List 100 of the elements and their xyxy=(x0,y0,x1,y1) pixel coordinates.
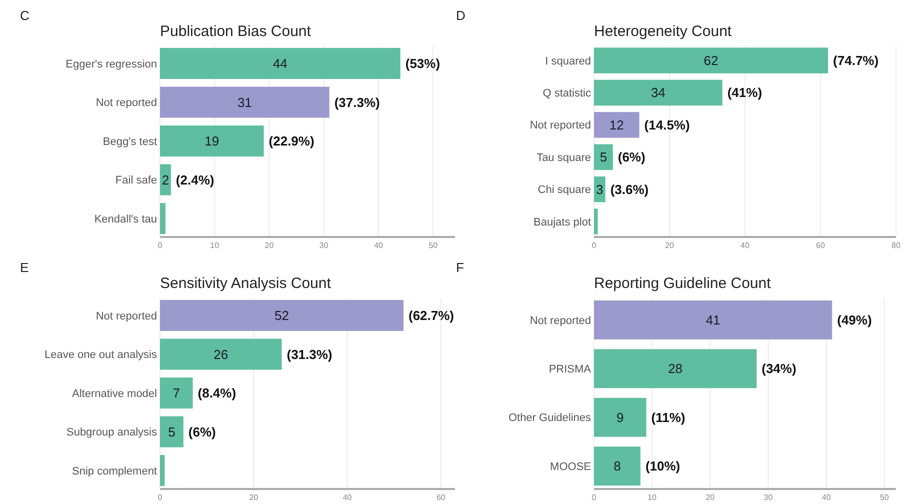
bar xyxy=(594,144,613,170)
annotation: (3.6%) xyxy=(610,182,649,197)
annotation: (37.3%) xyxy=(334,94,380,110)
x-tick-label: 50 xyxy=(428,241,438,250)
bar xyxy=(160,48,400,79)
annotation: (34%) xyxy=(762,361,796,376)
x-tick-label: 40 xyxy=(740,241,750,250)
data-label: 8 xyxy=(614,458,621,474)
text: F xyxy=(456,260,464,275)
y-tick-label: Not reported xyxy=(530,314,591,327)
y-tick-label: I squared xyxy=(545,55,591,68)
text: E xyxy=(20,260,29,275)
x-tick-label: 50 xyxy=(880,493,890,502)
x-tick-label: 40 xyxy=(822,493,832,502)
annotation: (10%) xyxy=(645,458,680,474)
y-tick-label: Fail safe xyxy=(115,174,157,187)
data-label: 28 xyxy=(668,361,683,376)
x-tick-label: 20 xyxy=(706,493,716,502)
x-tick-label: 80 xyxy=(892,241,901,250)
bar xyxy=(160,416,184,448)
data-label: 5 xyxy=(600,150,608,165)
annotation: (6%) xyxy=(618,150,646,165)
bar xyxy=(160,86,330,118)
data-label: 44 xyxy=(272,56,288,71)
text: C xyxy=(20,8,30,23)
data-label: 3 xyxy=(596,182,604,197)
annotation: (22.9%) xyxy=(268,134,314,149)
annotation: (41%) xyxy=(727,85,762,100)
data-label: 5 xyxy=(168,424,176,440)
x-tick-label: 20 xyxy=(665,241,674,250)
x-tick-label: 40 xyxy=(374,241,384,250)
data-label: 12 xyxy=(609,117,624,132)
bar xyxy=(594,208,598,234)
y-tick-label: Other Guidelines xyxy=(508,412,592,424)
chart-title: Reporting Guideline Count xyxy=(594,275,772,292)
x-tick-label: 20 xyxy=(264,241,274,250)
y-tick-label: Not reported xyxy=(96,97,157,110)
x-tick-label: 0 xyxy=(158,241,163,250)
x-tick-label: 30 xyxy=(319,241,329,250)
x-tick-label: 60 xyxy=(816,241,826,250)
y-tick-label: Snip complement xyxy=(72,465,157,478)
bar xyxy=(594,398,646,437)
annotation: (6%) xyxy=(188,424,216,440)
y-tick-label: PRISMA xyxy=(548,363,592,376)
x-tick-label: 10 xyxy=(210,241,220,250)
bar xyxy=(160,338,282,370)
bar xyxy=(594,300,832,340)
y-tick-label: Q statistic xyxy=(542,88,592,100)
bar xyxy=(160,125,264,157)
bar xyxy=(594,446,640,486)
y-tick-label: Leave one out analysis xyxy=(44,349,158,362)
data-label: 34 xyxy=(650,85,666,100)
data-label: 26 xyxy=(214,346,228,362)
data-label: 9 xyxy=(616,410,624,425)
bar xyxy=(160,300,404,331)
chart-title: Publication Bias Count xyxy=(160,23,312,40)
bar xyxy=(594,112,640,138)
y-tick-label: Subgroup analysis xyxy=(66,426,158,439)
y-tick-label: Chi square xyxy=(538,184,591,196)
y-tick-label: Egger's regression xyxy=(66,58,157,70)
data-label: 62 xyxy=(704,53,718,68)
annotation: (31.3%) xyxy=(286,346,332,362)
annotation: (14.5%) xyxy=(644,117,690,132)
annotation: (74.7%) xyxy=(833,53,879,68)
y-tick-label: Not reported xyxy=(530,120,591,132)
bar xyxy=(160,164,171,196)
chart-title: Sensitivity Analysis Count xyxy=(160,275,332,292)
data-label: 52 xyxy=(274,308,289,323)
annotation: (8.4%) xyxy=(198,386,236,401)
y-tick-label: MOOSE xyxy=(550,460,591,473)
y-tick-label: Baujats plot xyxy=(534,216,591,228)
text: D xyxy=(456,8,466,23)
bar xyxy=(594,80,722,106)
data-label: 31 xyxy=(237,94,252,110)
y-tick-label: Kendall's tau xyxy=(94,213,157,226)
x-tick-label: 30 xyxy=(764,493,774,502)
annotation: (49%) xyxy=(837,312,872,328)
bar xyxy=(160,377,193,409)
y-tick-label: Tau square xyxy=(536,152,591,164)
x-tick-label: 20 xyxy=(249,493,259,502)
data-label: 41 xyxy=(706,312,720,328)
y-tick-label: Begg's test xyxy=(102,136,157,148)
x-tick-label: 10 xyxy=(648,493,658,502)
bar xyxy=(594,48,828,74)
data-label: 2 xyxy=(162,172,170,188)
x-tick-label: 0 xyxy=(592,493,597,502)
annotation: (62.7%) xyxy=(408,308,454,323)
bar xyxy=(160,455,165,486)
annotation: (2.4%) xyxy=(176,172,214,188)
x-tick-label: 60 xyxy=(436,493,446,502)
annotation: (53%) xyxy=(405,56,440,71)
data-label: 7 xyxy=(172,386,180,401)
y-tick-label: Not reported xyxy=(96,310,157,322)
data-label: 19 xyxy=(204,134,220,149)
y-tick-label: Alternative model xyxy=(72,388,157,400)
x-tick-label: 40 xyxy=(342,493,352,502)
x-tick-label: 0 xyxy=(158,493,163,502)
bar xyxy=(594,349,757,388)
annotation: (11%) xyxy=(651,410,686,425)
bar xyxy=(160,203,166,234)
